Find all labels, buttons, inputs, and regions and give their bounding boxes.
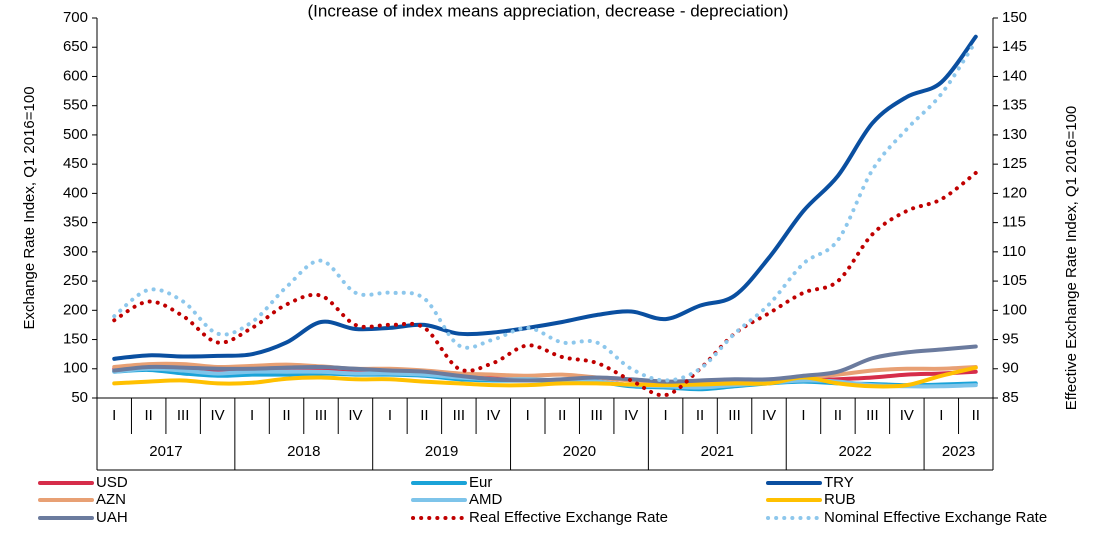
legend-label: Eur [469, 474, 492, 491]
legend-label: TRY [824, 474, 854, 491]
y-tick-label: 200 [63, 301, 88, 318]
x-tick-label: III [590, 407, 603, 424]
x-tick-label: I [112, 407, 116, 424]
x-group-label: 2018 [287, 443, 320, 460]
legend-label: AZN [96, 491, 126, 508]
y-tick-label: 50 [71, 389, 88, 406]
y-axis-label: Exchange Rate Index, Q1 2016=100 [21, 86, 38, 329]
x-tick-label: III [866, 407, 879, 424]
y-tick-label: 300 [63, 243, 88, 260]
series-line [112, 365, 978, 389]
y2-tick-label: 135 [1002, 97, 1027, 114]
series-line [112, 170, 978, 398]
y-tick-label: 700 [63, 9, 88, 26]
y-tick-label: 550 [63, 97, 88, 114]
y2-tick-label: 130 [1002, 126, 1027, 143]
x-group-label: 2020 [563, 443, 596, 460]
x-tick-label: I [664, 407, 668, 424]
x-group-label: 2019 [425, 443, 458, 460]
legend-label: AMD [469, 491, 503, 508]
x-tick-label: IV [486, 407, 500, 424]
series-line [112, 361, 978, 385]
x-tick-label: I [801, 407, 805, 424]
x-tick-label: II [558, 407, 566, 424]
y2-tick-label: 85 [1002, 389, 1019, 406]
y-tick-label: 400 [63, 184, 88, 201]
y2-tick-label: 100 [1002, 301, 1027, 318]
chart-subtitle: (Increase of index means appreciation, d… [308, 1, 789, 20]
x-tick-label: IV [348, 407, 362, 424]
legend-label: Nominal Effective Exchange Rate [824, 509, 1047, 526]
x-tick-label: II [282, 407, 290, 424]
y2-tick-label: 105 [1002, 272, 1027, 289]
y2-tick-label: 145 [1002, 38, 1027, 55]
x-tick-label: I [526, 407, 530, 424]
legend-label: Real Effective Exchange Rate [469, 509, 668, 526]
y2-tick-label: 120 [1002, 184, 1027, 201]
x-tick-label: II [145, 407, 153, 424]
x-tick-label: III [315, 407, 328, 424]
y2-tick-label: 115 [1002, 214, 1026, 231]
x-tick-label: II [834, 407, 842, 424]
x-tick-label: IV [211, 407, 225, 424]
y2-tick-label: 95 [1002, 331, 1019, 348]
x-tick-label: I [388, 407, 392, 424]
y-tick-label: 350 [63, 214, 88, 231]
series-line [112, 39, 978, 383]
y2-tick-label: 140 [1002, 67, 1027, 84]
x-tick-label: IV [900, 407, 914, 424]
y2-tick-label: 110 [1002, 243, 1026, 260]
y2-tick-label: 150 [1002, 9, 1027, 26]
y-tick-label: 150 [63, 331, 88, 348]
x-group-label: 2022 [838, 443, 871, 460]
y2-axis-label: Effective Exchange Rate Index, Q1 2016=1… [1063, 106, 1080, 411]
x-tick-label: IV [624, 407, 638, 424]
x-tick-label: III [177, 407, 190, 424]
x-tick-label: IV [762, 407, 776, 424]
x-tick-label: II [420, 407, 428, 424]
legend-label: RUB [824, 491, 856, 508]
y-tick-label: 100 [63, 360, 88, 377]
y2-tick-label: 125 [1002, 155, 1027, 172]
y-tick-label: 600 [63, 67, 88, 84]
y2-tick-label: 90 [1002, 360, 1019, 377]
x-tick-label: I [250, 407, 254, 424]
x-tick-label: II [972, 407, 980, 424]
x-tick-label: III [453, 407, 466, 424]
x-tick-label: I [939, 407, 943, 424]
x-tick-label: III [728, 407, 741, 424]
y-tick-label: 450 [63, 155, 88, 172]
y-tick-label: 500 [63, 126, 88, 143]
series-line [112, 344, 978, 384]
x-tick-label: II [696, 407, 704, 424]
y-tick-label: 250 [63, 272, 88, 289]
legend-label: USD [96, 474, 128, 491]
x-group-label: 2017 [149, 443, 182, 460]
y-tick-label: 650 [63, 38, 88, 55]
x-group-label: 2023 [942, 443, 975, 460]
legend-label: UAH [96, 509, 128, 526]
series-line [112, 34, 978, 361]
x-group-label: 2021 [701, 443, 734, 460]
